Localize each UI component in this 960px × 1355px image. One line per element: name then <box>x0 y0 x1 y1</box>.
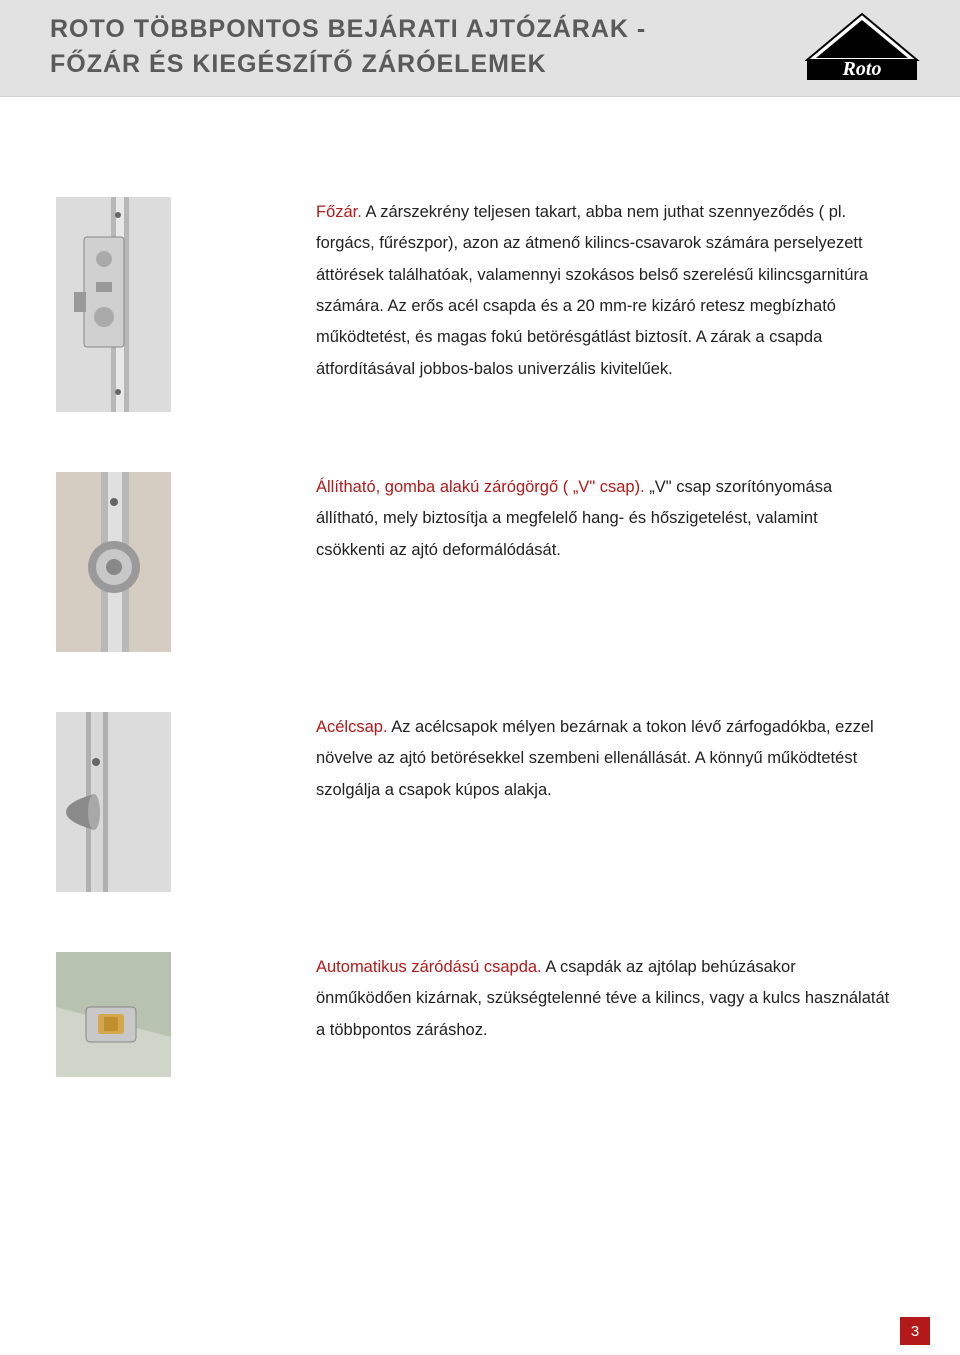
fozar-lead: Főzár. <box>316 203 362 221</box>
title-line-1: ROTO TÖBBPONTOS BEJÁRATI AJTÓZÁRAK - <box>50 15 646 43</box>
auto-csapda-image <box>56 952 171 1077</box>
acelcsap-image <box>56 712 171 892</box>
page-header: ROTO TÖBBPONTOS BEJÁRATI AJTÓZÁRAK - FŐZ… <box>0 0 960 97</box>
vcsap-text: Állítható, gomba alakú zárógörgő ( „V" c… <box>316 472 900 566</box>
auto-csapda-text: Automatikus záródású csapda. A csapdák a… <box>316 952 900 1046</box>
acelcsap-lead: Acélcsap. <box>316 718 388 736</box>
acelcsap-body: Az acélcsapok mélyen bezárnak a tokon lé… <box>316 718 874 799</box>
vcsap-image <box>56 472 171 652</box>
section-acelcsap: Acélcsap. Az acélcsapok mélyen bezárnak … <box>56 712 900 892</box>
fozar-text: Főzár. A zárszekrény teljesen takart, ab… <box>316 197 900 385</box>
fozar-body: A zárszekrény teljesen takart, abba nem … <box>316 203 868 378</box>
page-title: ROTO TÖBBPONTOS BEJÁRATI AJTÓZÁRAK - FŐZ… <box>50 12 646 82</box>
acelcsap-text: Acélcsap. Az acélcsapok mélyen bezárnak … <box>316 712 900 806</box>
auto-csapda-lead: Automatikus záródású csapda. <box>316 958 542 976</box>
page-number: 3 <box>900 1317 930 1345</box>
page-footer: 3 <box>0 1317 960 1355</box>
vcsap-lead: Állítható, gomba alakú zárógörgő ( „V" c… <box>316 478 645 496</box>
section-auto-csapda: Automatikus záródású csapda. A csapdák a… <box>56 952 900 1077</box>
fozar-image <box>56 197 171 412</box>
roto-logo: Roto <box>805 12 920 82</box>
section-fozar: Főzár. A zárszekrény teljesen takart, ab… <box>56 197 900 412</box>
content-area: Főzár. A zárszekrény teljesen takart, ab… <box>0 97 960 1117</box>
title-line-2: FŐZÁR ÉS KIEGÉSZÍTŐ ZÁRÓELEMEK <box>50 50 547 78</box>
section-vcsap: Állítható, gomba alakú zárógörgő ( „V" c… <box>56 472 900 652</box>
svg-text:Roto: Roto <box>842 58 882 80</box>
